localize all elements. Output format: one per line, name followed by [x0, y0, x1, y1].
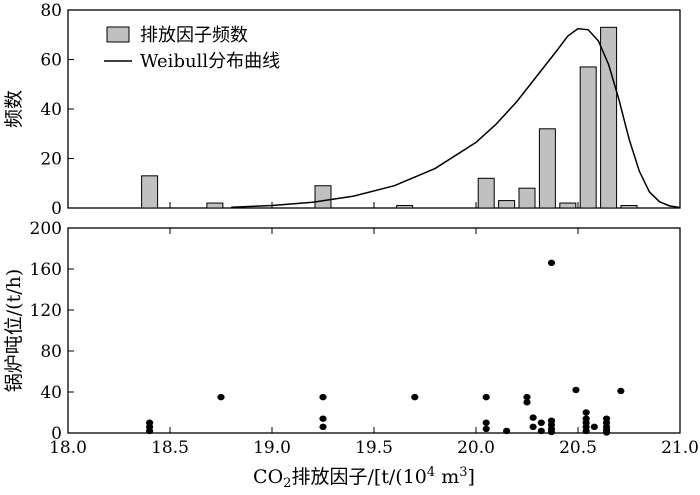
top-ytick-label: 0 — [51, 199, 62, 219]
legend-line-label: Weibull分布曲线 — [140, 51, 280, 72]
x-label-post: m — [435, 466, 459, 488]
bar-2 — [314, 185, 332, 209]
legend-bar-swatch — [106, 26, 130, 43]
x-label-sup2: 3 — [459, 465, 467, 480]
scatter-points — [146, 259, 625, 436]
scatter-point-29 — [590, 423, 598, 431]
bottom-plot-frame — [67, 227, 681, 434]
scatter-point-15 — [529, 423, 537, 431]
top-ytick-label: 40 — [40, 100, 62, 120]
scatter-point-9 — [482, 419, 490, 426]
xtick-label: 19.5 — [355, 438, 393, 458]
scatter-point-10 — [482, 425, 490, 433]
scatter-point-24 — [582, 409, 590, 416]
scatter-point-11 — [503, 427, 511, 435]
scatter-point-4 — [319, 393, 327, 401]
bottom-y-axis-label: 锅炉吨位/(t/h) — [3, 269, 25, 393]
bar-11 — [620, 205, 638, 209]
xtick-label: 21.0 — [661, 438, 699, 458]
xtick-label: 20.0 — [457, 438, 495, 458]
bottom-ytick-label: 120 — [30, 301, 62, 321]
bottom-ytick-label: 40 — [40, 383, 62, 403]
tonnage-scatter: 0 40 80 120 160 200 18.0 18.5 19.0 19.5 20.0 20.5 21… — [3, 219, 699, 491]
scatter-point-23 — [572, 386, 580, 394]
x-label-end: ] — [468, 466, 475, 488]
scatter-point-12 — [523, 393, 531, 401]
scatter-point-34 — [602, 429, 611, 436]
bottom-ytick-label: 200 — [30, 219, 62, 239]
x-label-sup1: 4 — [427, 465, 435, 480]
histogram-bars — [141, 26, 638, 209]
bar-0 — [141, 175, 159, 209]
scatter-point-17 — [537, 427, 545, 435]
xtick-label: 18.5 — [151, 438, 189, 458]
scatter-point-18 — [547, 259, 556, 267]
bar-6 — [518, 187, 536, 209]
scatter-point-22 — [547, 428, 556, 436]
top-ytick-label: 20 — [40, 150, 62, 170]
scatter-point-13 — [523, 399, 531, 406]
scatter-point-2 — [146, 427, 154, 435]
bar-10 — [600, 26, 618, 209]
top-ytick-label: 80 — [40, 1, 62, 21]
bottom-ytick-label: 0 — [51, 424, 62, 444]
legend: 排放因子频数 Weibull分布曲线 — [104, 25, 280, 72]
bottom-axis-ticks: 0 40 80 120 160 200 18.0 18.5 19.0 19.5 20.0 20.5 21… — [30, 219, 699, 458]
xtick-label: 18.0 — [49, 438, 87, 458]
x-label-sub: 2 — [283, 476, 291, 491]
bar-9 — [579, 66, 597, 209]
scatter-point-5 — [319, 415, 327, 422]
scatter-point-14 — [529, 414, 537, 421]
xtick-label: 20.5 — [559, 438, 597, 458]
weibull-curve — [231, 27, 681, 209]
bottom-ytick-label: 160 — [30, 260, 62, 280]
bar-5 — [498, 200, 516, 209]
scatter-point-16 — [537, 419, 545, 426]
x-label-mid: 排放因子/[t/(10 — [291, 466, 426, 488]
bar-1 — [206, 202, 224, 209]
top-y-axis-label: 频数 — [3, 90, 25, 128]
bar-3 — [396, 205, 414, 209]
x-label-pre: CO — [253, 466, 283, 488]
scatter-point-6 — [319, 423, 327, 431]
scatter-point-28 — [582, 427, 590, 435]
bar-7 — [538, 128, 556, 209]
legend-bar-label: 排放因子频数 — [140, 25, 248, 46]
xtick-label: 19.0 — [253, 438, 291, 458]
top-ytick-label: 60 — [40, 51, 62, 71]
x-axis-label: CO2排放因子/[t/(104 m3] — [253, 465, 475, 491]
top-axis-ticks: 0 20 40 60 80 — [40, 1, 681, 219]
bar-8 — [559, 202, 577, 209]
scatter-point-3 — [217, 393, 225, 401]
bar-4 — [477, 177, 495, 209]
scatter-point-35 — [617, 387, 625, 395]
frequency-chart: 0 20 40 60 80 排放因子频数 Weibull分布曲线 频数 — [3, 1, 681, 219]
scatter-point-8 — [482, 393, 490, 401]
bottom-ytick-label: 80 — [40, 342, 62, 362]
scatter-point-7 — [411, 393, 419, 401]
